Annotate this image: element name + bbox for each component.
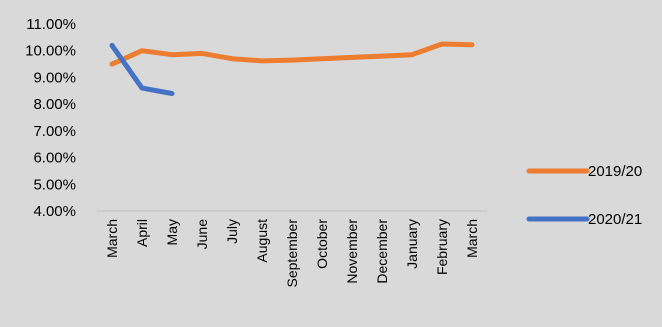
x-tick-label: March	[464, 219, 480, 258]
x-tick-label: January	[404, 219, 420, 269]
x-tick-label: March	[104, 219, 120, 258]
series-lines	[109, 41, 475, 96]
y-tick-label: 7.00%	[33, 123, 76, 140]
y-tick-label: 8.00%	[33, 96, 76, 113]
legend-label: 2020/21	[588, 211, 642, 228]
legend: 2019/20 2020/21	[526, 163, 642, 228]
x-tick-label: February	[434, 219, 450, 275]
y-axis-ticks: 4.00% 5.00% 6.00% 7.00% 8.00% 9.00% 10.00% 11.0…	[25, 16, 76, 220]
x-tick-label: July	[224, 219, 240, 244]
x-tick-label: December	[374, 219, 390, 284]
series-line	[109, 41, 475, 67]
x-tick-label: May	[164, 219, 180, 245]
x-tick-label: November	[344, 219, 360, 284]
x-tick-label: April	[134, 219, 150, 247]
x-tick-label: October	[314, 219, 330, 269]
x-tick-label: August	[254, 219, 270, 263]
legend-label: 2019/20	[588, 163, 642, 180]
y-tick-label: 4.00%	[33, 203, 76, 220]
y-tick-label: 5.00%	[33, 176, 76, 193]
y-tick-label: 11.00%	[26, 16, 76, 33]
y-tick-label: 10.00%	[25, 43, 76, 60]
series-line	[109, 42, 175, 96]
y-tick-label: 9.00%	[33, 69, 76, 86]
y-tick-label: 6.00%	[33, 150, 76, 167]
x-tick-label: June	[194, 219, 210, 250]
x-axis-ticks: March April May June July August September Octo…	[104, 219, 480, 288]
x-tick-label: September	[284, 219, 300, 288]
